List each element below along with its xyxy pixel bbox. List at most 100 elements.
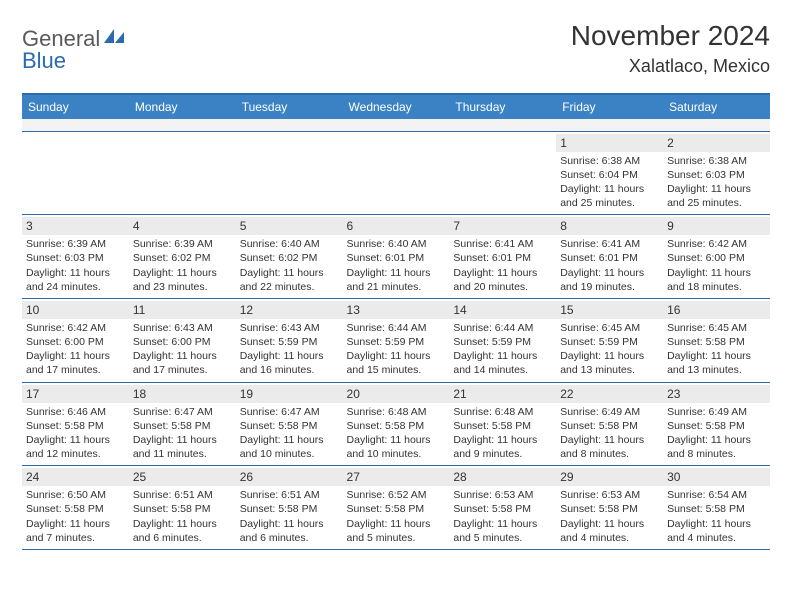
sunrise-text: Sunrise: 6:41 AM xyxy=(453,237,552,251)
day-header-sunday: Sunday xyxy=(22,94,129,119)
day-cell: 16Sunrise: 6:45 AMSunset: 5:58 PMDayligh… xyxy=(663,298,770,382)
day-header-friday: Friday xyxy=(556,94,663,119)
day-cell: 7 Sunrise: 6:41 AMSunset: 6:01 PMDaylight… xyxy=(449,215,556,299)
day-cell: 29 Sunrise: 6:53 AMSunset: 5:58 PMDayligh… xyxy=(556,466,663,550)
sunrise-text: Sunrise: 6:53 AM xyxy=(560,488,659,502)
daylight-text: Daylight: 11 hours and 23 minutes. xyxy=(133,266,232,294)
day-cell: 5Sunrise: 6:40 AMSunset: 6:02 PMDaylight… xyxy=(236,215,343,299)
sunset-text: Sunset: 5:58 PM xyxy=(26,502,125,516)
brand-text-2-wrap: Blue xyxy=(22,48,66,74)
daylight-text: Daylight: 11 hours and 9 minutes. xyxy=(453,433,552,461)
day-number: 26 xyxy=(236,468,343,486)
sunset-text: Sunset: 6:03 PM xyxy=(26,251,125,265)
day-number: 12 xyxy=(236,301,343,319)
sunrise-text: Sunrise: 6:38 AM xyxy=(667,154,766,168)
day-number: 5 xyxy=(236,217,343,235)
day-cell: 12Sunrise: 6:43 AMSunset: 5:59 PMDayligh… xyxy=(236,298,343,382)
sunset-text: Sunset: 6:00 PM xyxy=(667,251,766,265)
sunrise-text: Sunrise: 6:53 AM xyxy=(453,488,552,502)
sunset-text: Sunset: 5:59 PM xyxy=(240,335,339,349)
sunrise-text: Sunrise: 6:41 AM xyxy=(560,237,659,251)
daylight-text: Daylight: 11 hours and 10 minutes. xyxy=(240,433,339,461)
day-number: 30 xyxy=(663,468,770,486)
daylight-text: Daylight: 11 hours and 16 minutes. xyxy=(240,349,339,377)
sunrise-text: Sunrise: 6:43 AM xyxy=(133,321,232,335)
day-cell: 25Sunrise: 6:51 AMSunset: 5:58 PMDayligh… xyxy=(129,466,236,550)
day-cell: 30Sunrise: 6:54 AMSunset: 5:58 PMDayligh… xyxy=(663,466,770,550)
daylight-text: Daylight: 11 hours and 25 minutes. xyxy=(667,182,766,210)
sunset-text: Sunset: 5:58 PM xyxy=(133,419,232,433)
week-row: 10Sunrise: 6:42 AMSunset: 6:00 PMDayligh… xyxy=(22,298,770,382)
day-cell xyxy=(22,131,129,215)
calendar-table: Sunday Monday Tuesday Wednesday Thursday… xyxy=(22,93,770,550)
daylight-text: Daylight: 11 hours and 20 minutes. xyxy=(453,266,552,294)
sunrise-text: Sunrise: 6:48 AM xyxy=(453,405,552,419)
day-number: 11 xyxy=(129,301,236,319)
day-header-thursday: Thursday xyxy=(449,94,556,119)
sunset-text: Sunset: 5:58 PM xyxy=(347,502,446,516)
sunrise-text: Sunrise: 6:38 AM xyxy=(560,154,659,168)
month-title: November 2024 xyxy=(571,20,770,52)
day-header-row: Sunday Monday Tuesday Wednesday Thursday… xyxy=(22,94,770,119)
daylight-text: Daylight: 11 hours and 14 minutes. xyxy=(453,349,552,377)
sunset-text: Sunset: 5:59 PM xyxy=(347,335,446,349)
sunrise-text: Sunrise: 6:52 AM xyxy=(347,488,446,502)
sunset-text: Sunset: 5:58 PM xyxy=(240,502,339,516)
daylight-text: Daylight: 11 hours and 11 minutes. xyxy=(133,433,232,461)
sunset-text: Sunset: 5:59 PM xyxy=(453,335,552,349)
sunset-text: Sunset: 5:58 PM xyxy=(453,502,552,516)
day-number: 24 xyxy=(22,468,129,486)
sunset-text: Sunset: 5:58 PM xyxy=(560,502,659,516)
sunset-text: Sunset: 6:01 PM xyxy=(453,251,552,265)
daylight-text: Daylight: 11 hours and 4 minutes. xyxy=(560,517,659,545)
brand-mark-icon xyxy=(104,27,126,48)
daylight-text: Daylight: 11 hours and 13 minutes. xyxy=(667,349,766,377)
day-number: 15 xyxy=(556,301,663,319)
day-number: 1 xyxy=(556,134,663,152)
sunset-text: Sunset: 6:02 PM xyxy=(133,251,232,265)
day-number: 19 xyxy=(236,385,343,403)
daylight-text: Daylight: 11 hours and 8 minutes. xyxy=(667,433,766,461)
sunset-text: Sunset: 5:58 PM xyxy=(453,419,552,433)
day-header-saturday: Saturday xyxy=(663,94,770,119)
daylight-text: Daylight: 11 hours and 5 minutes. xyxy=(347,517,446,545)
day-cell: 21 Sunrise: 6:48 AMSunset: 5:58 PMDayligh… xyxy=(449,382,556,466)
day-number: 28 xyxy=(449,468,556,486)
day-cell: 13Sunrise: 6:44 AMSunset: 5:59 PMDayligh… xyxy=(343,298,450,382)
day-cell: 20Sunrise: 6:48 AMSunset: 5:58 PMDayligh… xyxy=(343,382,450,466)
sunrise-text: Sunrise: 6:46 AM xyxy=(26,405,125,419)
sunset-text: Sunset: 5:58 PM xyxy=(240,419,339,433)
daylight-text: Daylight: 11 hours and 8 minutes. xyxy=(560,433,659,461)
sunset-text: Sunset: 5:58 PM xyxy=(347,419,446,433)
day-cell: 4Sunrise: 6:39 AMSunset: 6:02 PMDaylight… xyxy=(129,215,236,299)
daylight-text: Daylight: 11 hours and 22 minutes. xyxy=(240,266,339,294)
day-cell: 18 Sunrise: 6:47 AMSunset: 5:58 PMDayligh… xyxy=(129,382,236,466)
day-number: 4 xyxy=(129,217,236,235)
week-row: 24Sunrise: 6:50 AMSunset: 5:58 PMDayligh… xyxy=(22,466,770,550)
day-header-wednesday: Wednesday xyxy=(343,94,450,119)
day-cell: 8Sunrise: 6:41 AMSunset: 6:01 PMDaylight… xyxy=(556,215,663,299)
day-number: 7 xyxy=(449,217,556,235)
location-label: Xalatlaco, Mexico xyxy=(571,56,770,77)
day-number: 17 xyxy=(22,385,129,403)
sunrise-text: Sunrise: 6:44 AM xyxy=(347,321,446,335)
sunrise-text: Sunrise: 6:54 AM xyxy=(667,488,766,502)
day-header-monday: Monday xyxy=(129,94,236,119)
day-number: 25 xyxy=(129,468,236,486)
day-number: 16 xyxy=(663,301,770,319)
day-cell: 1Sunrise: 6:38 AMSunset: 6:04 PMDaylight… xyxy=(556,131,663,215)
page-header: General November 2024 Xalatlaco, Mexico xyxy=(22,20,770,77)
day-number: 18 xyxy=(129,385,236,403)
day-number: 3 xyxy=(22,217,129,235)
sunrise-text: Sunrise: 6:42 AM xyxy=(667,237,766,251)
day-cell: 24Sunrise: 6:50 AMSunset: 5:58 PMDayligh… xyxy=(22,466,129,550)
day-number: 29 xyxy=(556,468,663,486)
day-number: 13 xyxy=(343,301,450,319)
day-cell xyxy=(343,131,450,215)
day-number: 21 xyxy=(449,385,556,403)
sunset-text: Sunset: 5:58 PM xyxy=(560,419,659,433)
sunrise-text: Sunrise: 6:47 AM xyxy=(133,405,232,419)
daylight-text: Daylight: 11 hours and 17 minutes. xyxy=(26,349,125,377)
day-cell xyxy=(449,131,556,215)
daylight-text: Daylight: 11 hours and 7 minutes. xyxy=(26,517,125,545)
